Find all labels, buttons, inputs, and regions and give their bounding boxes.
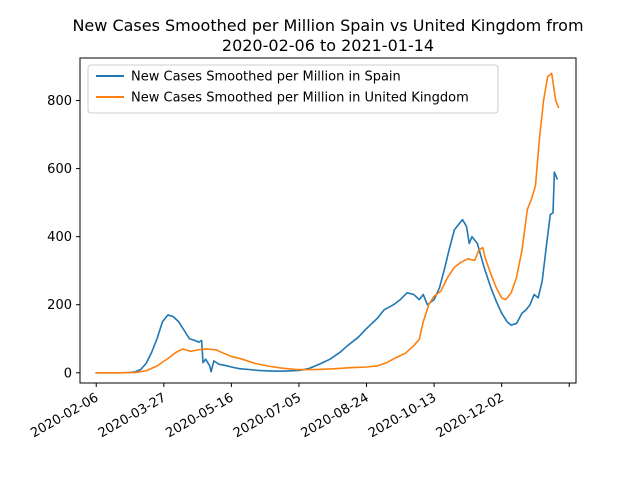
y-axis: 0 200 400 600 800 xyxy=(47,94,80,381)
series-line-new-cases-smoothed-per-million-in-united-kingdom xyxy=(95,72,560,374)
y-tick-label: 0 xyxy=(64,366,72,381)
chart-title-line-1: New Cases Smoothed per Million Spain vs … xyxy=(72,16,583,35)
legend: New Cases Smoothed per Million in Spain … xyxy=(87,64,499,114)
chart-title-line-2: 2020-02-06 to 2021-01-14 xyxy=(222,36,434,55)
series-group xyxy=(95,72,560,374)
legend-label-spain: New Cases Smoothed per Million in Spain xyxy=(131,70,401,85)
y-tick-label: 600 xyxy=(47,162,72,177)
series-line-new-cases-smoothed-per-million-in-spain xyxy=(95,171,559,374)
y-tick-label: 400 xyxy=(47,230,72,245)
legend-label-united-kingdom: New Cases Smoothed per Million in United… xyxy=(131,91,469,106)
legend-box xyxy=(87,64,499,114)
y-tick-label: 800 xyxy=(47,94,72,109)
axes-frame xyxy=(79,57,577,384)
y-tick-label: 200 xyxy=(47,298,72,313)
